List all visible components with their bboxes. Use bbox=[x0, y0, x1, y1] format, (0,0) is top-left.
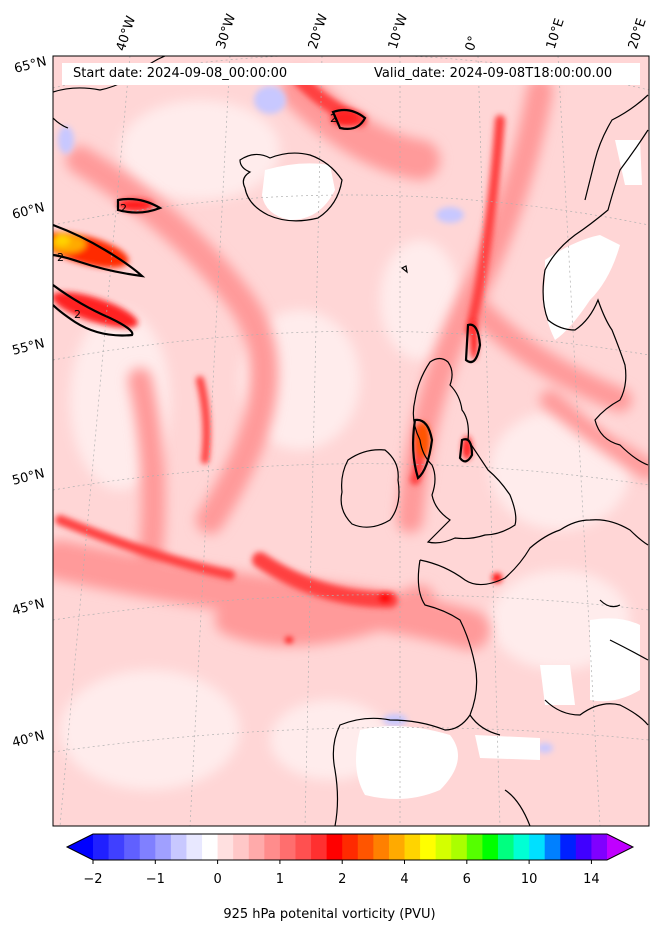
colorbar-tick-label: 6 bbox=[462, 872, 471, 887]
colorbar-segment bbox=[544, 834, 561, 860]
colorbar-segment bbox=[186, 834, 203, 860]
colorbar-segment bbox=[591, 834, 608, 860]
contours-2pvu bbox=[53, 108, 482, 480]
colorbar-tick-label: −1 bbox=[145, 872, 165, 887]
valid-date-label: Valid_date: 2024-09-08T18:00:00.00 bbox=[374, 66, 613, 81]
colorbar-segment bbox=[466, 834, 483, 860]
colorbar-segment bbox=[108, 834, 125, 860]
colorbar-extension-max bbox=[607, 834, 633, 860]
colorbar-segment bbox=[170, 834, 187, 860]
colorbar-segment bbox=[420, 834, 437, 860]
colorbar-segment bbox=[326, 834, 343, 860]
colorbar-segment bbox=[295, 834, 312, 860]
header-strip bbox=[62, 63, 640, 85]
colorbar-tick-label: 0 bbox=[213, 872, 222, 887]
colorbar-segment bbox=[435, 834, 452, 860]
colorbar-segment bbox=[560, 834, 577, 860]
contour-label: 2 bbox=[57, 251, 64, 264]
colorbar-tick-label: 4 bbox=[400, 872, 409, 887]
colorbar-segment bbox=[202, 834, 219, 860]
colorbar-tick-label: 2 bbox=[338, 872, 347, 887]
colorbar-segment bbox=[482, 834, 499, 860]
colorbar-tick-label: −2 bbox=[83, 872, 103, 887]
colorbar-segment bbox=[342, 834, 359, 860]
colorbar-segment bbox=[248, 834, 265, 860]
map-frame bbox=[52, 55, 650, 827]
colorbar-segment bbox=[155, 834, 172, 860]
colorbar-extension-min bbox=[67, 834, 93, 860]
coastlines bbox=[53, 56, 649, 826]
colorbar-segment bbox=[404, 834, 421, 860]
colorbar-segment bbox=[513, 834, 530, 860]
contour-label: 2 bbox=[120, 202, 127, 215]
no-data-regions bbox=[262, 140, 642, 799]
colorbar-segment bbox=[575, 834, 592, 860]
colorbar-segment bbox=[139, 834, 156, 860]
colorbar-segment bbox=[373, 834, 390, 860]
start-date-label: Start date: 2024-09-08_00:00:00 bbox=[73, 66, 288, 81]
colorbar-segment bbox=[497, 834, 515, 860]
colorbar-segment bbox=[124, 834, 141, 860]
colorbar-tick-label: 10 bbox=[520, 872, 538, 887]
contour-labels: 2 2 2 2 bbox=[57, 112, 337, 321]
contour-label: 2 bbox=[330, 112, 337, 125]
colorbar-tick-label: 14 bbox=[583, 872, 600, 887]
colorbar bbox=[65, 833, 635, 864]
colorbar-tick-label: 1 bbox=[275, 872, 285, 887]
colorbar-segment bbox=[279, 834, 296, 860]
colorbar-segment bbox=[388, 834, 406, 860]
colorbar-segment bbox=[217, 834, 234, 860]
colorbar-segment bbox=[311, 834, 328, 860]
colorbar-segment bbox=[357, 834, 374, 860]
colorbar-segment bbox=[233, 834, 250, 860]
colorbar-label: 925 hPa potenital vorticity (PVU) bbox=[223, 907, 436, 922]
colorbar-segment bbox=[264, 834, 281, 860]
colorbar-segment bbox=[529, 834, 546, 860]
colorbar-segment bbox=[93, 834, 110, 860]
pv-field: 2 2 2 2 bbox=[53, 56, 649, 826]
colorbar-segment bbox=[451, 834, 468, 860]
contour-label: 2 bbox=[74, 308, 81, 321]
